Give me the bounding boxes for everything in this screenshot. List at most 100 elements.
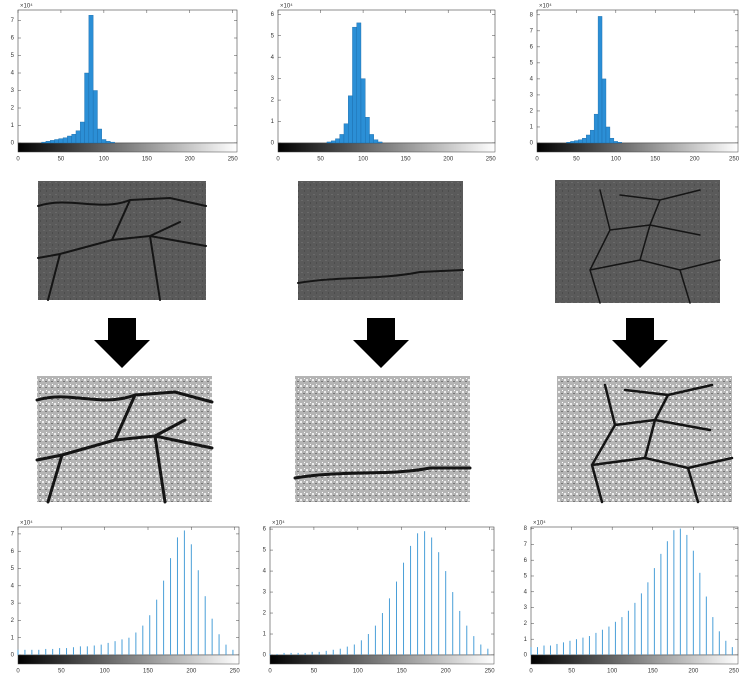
y-tick-label: 6 xyxy=(271,12,275,18)
histogram-bar xyxy=(570,141,575,144)
colorbar xyxy=(17,654,240,665)
y-tick-label: 3 xyxy=(530,93,534,99)
histogram-bar xyxy=(373,139,379,144)
plot-frame xyxy=(277,9,496,144)
x-tick-label: 50 xyxy=(58,669,65,675)
histogram-bar xyxy=(326,141,332,144)
histogram-bar xyxy=(601,78,607,144)
histogram-bar xyxy=(586,134,591,144)
y-tick-label: 2 xyxy=(11,618,15,624)
histogram-bar xyxy=(360,78,366,144)
y-tick-label: 3 xyxy=(263,590,267,596)
x-tick-label: 100 xyxy=(607,669,618,675)
enhanced-images xyxy=(35,376,734,504)
axis-multiplier: ×10⁴ xyxy=(272,520,285,527)
histogram-bar xyxy=(352,26,357,144)
histogram-bar xyxy=(597,16,603,144)
crack-image xyxy=(295,376,470,502)
y-tick-label: 5 xyxy=(11,53,15,59)
histogram-bar xyxy=(335,138,340,144)
x-tick-label: 250 xyxy=(729,669,740,675)
histogram-bar xyxy=(84,72,90,144)
x-tick-label: 150 xyxy=(142,157,153,163)
y-tick-label: 4 xyxy=(11,71,15,77)
x-tick-label: 200 xyxy=(688,669,699,675)
x-tick-label: 200 xyxy=(185,157,196,163)
histogram-bar xyxy=(80,121,85,144)
histogram-bar xyxy=(348,95,353,144)
y-tick-label: 3 xyxy=(524,605,528,611)
colorbar xyxy=(277,142,496,153)
x-tick-label: 250 xyxy=(729,157,740,163)
histogram-bar xyxy=(110,141,115,144)
y-tick-label: 2 xyxy=(530,109,534,115)
y-tick-label: 1 xyxy=(524,637,528,643)
y-tick-label: 7 xyxy=(530,28,534,34)
y-tick-label: 2 xyxy=(263,611,267,617)
y-tick-label: 8 xyxy=(530,12,534,18)
colorbar xyxy=(536,142,739,153)
x-tick-label: 150 xyxy=(648,669,659,675)
histogram-bar xyxy=(105,141,111,144)
y-tick-label: 4 xyxy=(271,55,275,61)
y-tick-label: 1 xyxy=(11,123,15,129)
original-images xyxy=(37,180,721,304)
histogram-bar xyxy=(590,129,595,144)
y-tick-label: 4 xyxy=(524,589,528,595)
arrow xyxy=(94,318,150,368)
colorbar xyxy=(530,654,739,665)
histogram-bar xyxy=(566,141,571,144)
y-tick-label: 2 xyxy=(11,106,15,112)
axis-multiplier: ×10⁴ xyxy=(533,520,546,527)
histogram-bar xyxy=(339,134,345,144)
x-tick-label: 200 xyxy=(690,157,701,163)
axis-multiplier: ×10⁴ xyxy=(539,3,552,10)
y-tick-label: 5 xyxy=(11,566,15,572)
y-tick-label: 5 xyxy=(524,574,528,580)
x-tick-label: 200 xyxy=(186,669,197,675)
histogram-bar xyxy=(578,139,583,144)
crack xyxy=(589,189,721,304)
x-tick-label: 150 xyxy=(143,669,154,675)
x-tick-label: 250 xyxy=(230,669,241,675)
y-tick-label: 8 xyxy=(524,526,528,532)
x-tick-label: 250 xyxy=(486,157,497,163)
y-tick-label: 0 xyxy=(11,141,15,147)
x-tick-label: 0 xyxy=(529,669,533,675)
y-tick-label: 6 xyxy=(263,527,267,533)
arrows xyxy=(94,318,668,368)
x-tick-label: 150 xyxy=(397,669,408,675)
y-tick-label: 4 xyxy=(530,76,534,82)
y-tick-label: 4 xyxy=(11,583,15,589)
y-tick-label: 1 xyxy=(271,119,275,125)
y-tick-label: 3 xyxy=(271,76,275,82)
plot-frame xyxy=(17,9,238,144)
crack xyxy=(293,466,472,480)
plot-frame xyxy=(17,526,240,656)
crack xyxy=(37,196,207,301)
histogram-bar xyxy=(330,140,336,144)
y-tick-label: 7 xyxy=(524,542,528,548)
histogram-bar xyxy=(609,137,615,144)
histogram-bar xyxy=(369,134,374,144)
y-tick-label: 5 xyxy=(530,60,534,66)
crack xyxy=(35,390,214,504)
x-tick-label: 50 xyxy=(317,157,324,163)
y-tick-label: 1 xyxy=(11,635,15,641)
y-tick-label: 3 xyxy=(11,88,15,94)
histogram-bar xyxy=(45,141,51,144)
x-tick-label: 150 xyxy=(401,157,412,163)
x-tick-label: 50 xyxy=(311,669,318,675)
histogram-bar xyxy=(343,123,349,144)
histogram-bar xyxy=(593,113,599,144)
histogram-bar xyxy=(88,15,94,144)
histogram-bar xyxy=(41,141,47,144)
crack xyxy=(297,269,464,284)
x-tick-label: 0 xyxy=(268,669,272,675)
plot-frame xyxy=(536,9,739,144)
colorbar xyxy=(17,142,238,153)
y-tick-label: 0 xyxy=(11,653,15,659)
x-tick-label: 0 xyxy=(535,157,539,163)
histogram-bar xyxy=(574,140,579,144)
